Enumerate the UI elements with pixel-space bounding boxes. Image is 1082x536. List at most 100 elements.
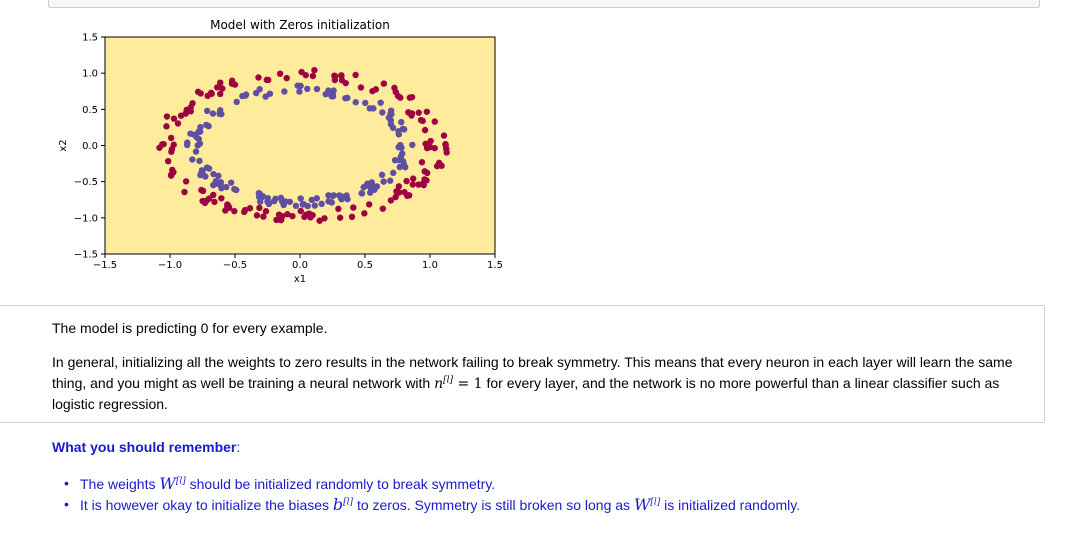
- data-point: [392, 193, 399, 201]
- data-point: [361, 210, 368, 217]
- data-point: [213, 84, 221, 91]
- data-point: [194, 142, 201, 149]
- data-point: [198, 167, 206, 174]
- data-point: [170, 141, 177, 148]
- list-item: • The weights W[l] should be initialized…: [64, 474, 496, 493]
- data-point: [253, 212, 261, 219]
- x-tick-label: 1.0: [422, 260, 438, 271]
- data-point: [294, 82, 301, 89]
- data-point: [218, 195, 225, 202]
- data-point: [278, 216, 285, 224]
- data-point: [210, 170, 217, 178]
- data-point: [256, 85, 263, 93]
- data-point: [380, 178, 387, 185]
- data-point: [168, 171, 175, 178]
- data-point: [389, 124, 397, 131]
- data-point: [335, 205, 342, 213]
- data-point: [233, 186, 240, 194]
- data-point: [183, 106, 190, 114]
- data-point: [163, 123, 170, 130]
- data-point: [270, 197, 278, 205]
- y-tick-label: 1.0: [82, 69, 98, 80]
- data-point: [348, 213, 356, 221]
- data-point: [370, 105, 377, 112]
- x-tick-label: −1.0: [158, 260, 182, 271]
- data-point: [377, 99, 384, 106]
- data-point: [419, 117, 426, 125]
- y-axis-label: x2: [58, 139, 69, 151]
- data-point: [311, 66, 318, 74]
- data-point: [225, 204, 233, 212]
- data-point: [329, 93, 337, 100]
- y-tick-label: 0.5: [82, 105, 98, 116]
- data-point: [183, 141, 191, 149]
- data-point: [296, 88, 303, 95]
- data-point: [336, 214, 344, 221]
- data-point: [423, 108, 431, 115]
- data-point: [231, 207, 238, 215]
- data-point: [198, 186, 205, 194]
- data-point: [357, 84, 365, 91]
- paragraph-prediction: The model is predicting 0 for every exam…: [52, 320, 328, 336]
- scatter-plot: −1.5 −1.0 −0.5 0.0 0.5 1.0 1.5 1.5 1.0 0.5 0.0 −0.5…: [58, 33, 503, 286]
- data-point: [421, 126, 429, 134]
- data-point: [210, 191, 217, 199]
- y-tick-label: −1.0: [74, 213, 98, 224]
- data-point: [167, 134, 175, 142]
- data-point: [219, 85, 226, 92]
- x-tick-label: −0.5: [223, 260, 247, 271]
- data-point: [401, 188, 408, 196]
- data-point: [395, 131, 403, 138]
- data-point: [398, 118, 405, 126]
- x-tick-label: 1.5: [487, 260, 503, 271]
- data-point: [275, 211, 283, 218]
- data-point: [297, 195, 304, 202]
- data-point: [440, 132, 448, 139]
- data-point: [393, 188, 400, 195]
- data-point: [242, 206, 249, 214]
- data-point: [409, 181, 417, 188]
- data-point: [372, 86, 380, 93]
- data-point: [311, 202, 318, 209]
- data-point: [371, 186, 378, 194]
- data-point: [427, 137, 434, 145]
- data-point: [338, 72, 345, 79]
- data-point: [273, 216, 280, 224]
- data-point: [442, 142, 449, 149]
- y-tick-label: −1.5: [74, 250, 98, 261]
- data-point: [421, 168, 428, 175]
- data-point: [396, 163, 403, 171]
- data-point: [352, 71, 359, 79]
- data-point: [331, 73, 339, 80]
- data-point: [387, 177, 394, 184]
- x-tick-label: 0.0: [292, 260, 308, 271]
- data-point: [258, 194, 265, 201]
- data-point: [313, 195, 320, 202]
- code-cell-output-edge: [48, 0, 1040, 8]
- data-point: [398, 150, 406, 157]
- y-tick-label: 0.0: [82, 141, 98, 152]
- data-point: [365, 201, 373, 208]
- data-point: [362, 99, 369, 107]
- data-point: [336, 192, 343, 199]
- data-point: [262, 208, 270, 215]
- data-point: [409, 175, 417, 182]
- data-point: [344, 195, 351, 203]
- data-point: [391, 84, 398, 92]
- data-point: [170, 115, 178, 122]
- data-point: [255, 74, 262, 81]
- markdown-cell[interactable]: [0, 305, 1045, 423]
- data-point: [199, 197, 206, 205]
- data-point: [325, 87, 332, 94]
- data-point: [302, 211, 310, 218]
- data-point: [189, 100, 196, 107]
- data-point: [266, 90, 274, 97]
- data-point: [304, 85, 311, 93]
- data-point: [350, 204, 357, 211]
- data-point: [443, 149, 450, 156]
- data-point: [298, 68, 305, 76]
- data-point: [352, 99, 359, 106]
- y-tick-label: 1.5: [82, 33, 98, 44]
- data-point: [260, 213, 267, 220]
- data-point: [379, 205, 387, 212]
